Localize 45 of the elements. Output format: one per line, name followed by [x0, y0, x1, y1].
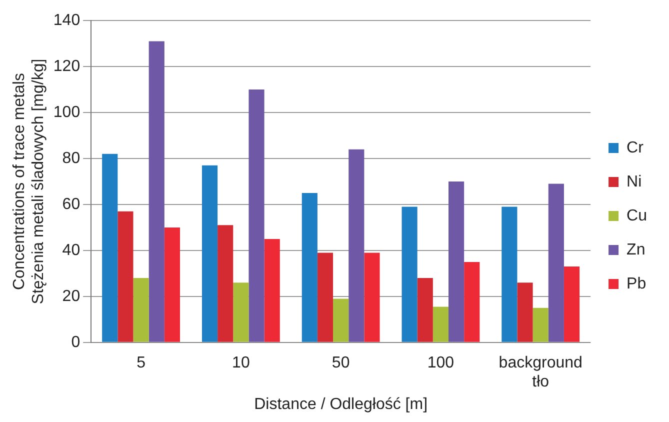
legend-label: Cu — [626, 207, 647, 224]
x-tick-label: 100 — [427, 354, 454, 372]
legend-label: Pb — [626, 275, 646, 292]
bar — [548, 184, 564, 342]
y-tick-label: 120 — [53, 58, 80, 75]
bar — [202, 165, 218, 342]
bar — [102, 154, 118, 342]
x-tick-label: background tło — [498, 354, 582, 391]
bar — [464, 262, 480, 342]
y-tick-label: 20 — [62, 288, 80, 305]
y-tick-label: 60 — [62, 196, 80, 213]
x-axis-title: Distance / Odległość [m] — [254, 396, 428, 413]
y-tick-label: 140 — [53, 12, 80, 30]
y-axis-title: Concentrations of trace metals Stężenia metali śladowych [mg/kg] — [11, 58, 48, 304]
bar — [564, 266, 580, 342]
bar — [532, 308, 548, 342]
y-tick-label: 80 — [62, 150, 80, 167]
x-tick-label: 10 — [232, 354, 250, 372]
bar — [417, 278, 433, 342]
legend-label: Cr — [626, 139, 644, 156]
bar — [402, 206, 418, 342]
bar — [517, 282, 533, 342]
x-tick-label: 50 — [332, 354, 350, 372]
bar — [164, 227, 180, 342]
bar — [317, 252, 334, 342]
y-tick-label: 0 — [71, 334, 80, 351]
bar — [432, 306, 449, 342]
bar — [118, 211, 134, 342]
bar — [333, 298, 349, 342]
bar — [218, 225, 234, 342]
bar — [302, 192, 318, 342]
bar — [264, 238, 280, 342]
legend-label: Zn — [626, 241, 646, 258]
bar — [133, 278, 149, 342]
y-tick-label: 100 — [53, 104, 80, 121]
bar — [448, 182, 464, 342]
bar — [502, 206, 518, 342]
bar — [364, 252, 380, 342]
legend-label: Ni — [626, 173, 642, 190]
x-tick-label: 5 — [136, 354, 146, 372]
bar — [148, 41, 164, 342]
y-tick-label: 40 — [62, 242, 80, 259]
bar — [233, 282, 249, 342]
bar — [248, 90, 264, 342]
bar — [348, 149, 364, 342]
